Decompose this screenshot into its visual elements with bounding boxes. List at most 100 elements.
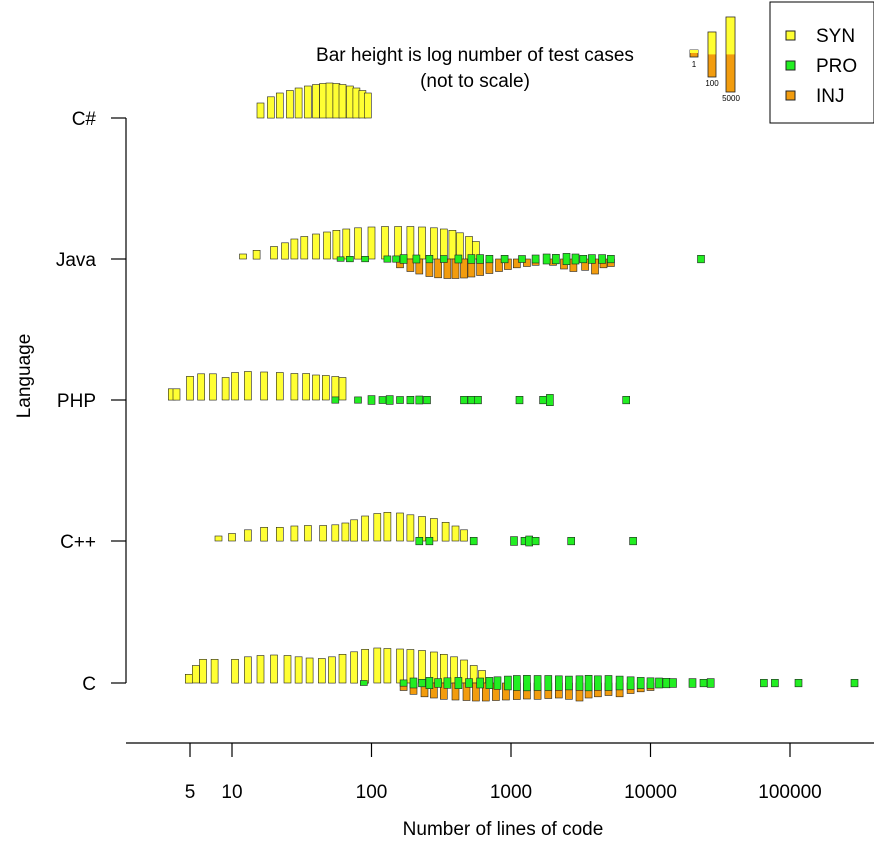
legend-swatch-syn: [785, 30, 796, 41]
bar-syn-15: [338, 377, 347, 401]
bar-inj-7: [472, 682, 480, 702]
bar-pro-13: [539, 395, 547, 405]
bar-pro-7: [567, 536, 576, 546]
bar-syn-2: [186, 375, 194, 401]
x-tick-label-3: 1000: [490, 782, 532, 803]
bar-syn-5: [290, 525, 299, 542]
bar-syn-2: [244, 529, 252, 542]
bar-syn-1: [192, 665, 200, 684]
y-tick-label-4: C#: [72, 109, 97, 130]
y-tick-label-3: Java: [56, 250, 97, 271]
bar-syn-18: [448, 230, 457, 260]
x-tick-label-1: 10: [221, 782, 242, 803]
x-tick-label-5: 100000: [758, 782, 821, 803]
bar-pro-8: [439, 255, 448, 263]
bar-pro-15: [531, 254, 540, 264]
bar-syn-7: [244, 371, 252, 401]
bar-pro-12: [515, 395, 524, 405]
bar-pro-8: [423, 395, 431, 405]
bar-syn-12: [328, 656, 336, 684]
bar-syn-10: [290, 373, 299, 401]
bar-syn-3: [197, 373, 205, 401]
bar-pro-10: [467, 254, 476, 264]
bar-pro-28: [662, 677, 671, 689]
bar-pro-19: [575, 675, 584, 691]
bar-syn-9: [275, 372, 284, 401]
bar-pro-1: [425, 536, 434, 546]
bar-pro-16: [542, 253, 551, 265]
bar-syn-14: [363, 92, 372, 119]
bar-pro-22: [604, 675, 613, 691]
scale-label-100: 100: [705, 79, 719, 88]
bar-pro-27: [655, 677, 663, 689]
legend-swatch-pro: [785, 60, 796, 71]
bar-pro-11: [476, 254, 484, 264]
bar-syn-15: [361, 648, 369, 684]
bar-syn-9: [294, 656, 303, 684]
bar-pro-21: [594, 675, 602, 691]
bar-syn-8: [331, 524, 340, 542]
bar-inj-3: [430, 682, 438, 699]
bar-pro-9: [454, 254, 463, 264]
bar-syn-6: [256, 655, 265, 684]
bar-pro-14: [546, 394, 554, 406]
bar-pro-20: [579, 255, 588, 264]
bar-syn-11: [361, 515, 369, 542]
bar-syn-9: [342, 228, 351, 260]
bar-pro-23: [615, 675, 624, 691]
bar-syn-2: [275, 92, 284, 119]
x-axis-label: Number of lines of code: [403, 819, 604, 840]
bar-pro-29: [669, 678, 677, 688]
bar-pro-7: [454, 677, 463, 690]
bar-pro-1: [346, 255, 354, 263]
series-java-syn: [239, 226, 480, 260]
bar-syn-8: [260, 371, 268, 401]
bar-syn-14: [350, 651, 358, 684]
x-tick-label-2: 100: [356, 782, 388, 803]
bar-pro-26: [646, 677, 655, 689]
bar-syn-8: [283, 655, 292, 684]
bar-pro-13: [500, 255, 509, 264]
bar-pro-12: [485, 255, 494, 264]
bar-syn-17: [439, 228, 448, 260]
bar-pro-2: [469, 536, 478, 546]
bar-syn-19: [451, 525, 460, 542]
bar-syn-0: [256, 102, 265, 119]
series-php-syn: [168, 371, 347, 401]
bar-syn-1: [267, 96, 275, 119]
bar-pro-3: [383, 255, 392, 263]
bar-pro-6: [412, 254, 421, 264]
bar-syn-7: [270, 654, 278, 684]
bar-inj-4: [434, 258, 442, 279]
bar-syn-0: [185, 673, 193, 684]
bar-pro-12: [504, 675, 512, 691]
bar-pro-6: [406, 395, 415, 405]
scale-bar-100-top: [708, 32, 716, 55]
bar-pro-7: [425, 255, 434, 264]
bar-syn-17: [383, 648, 392, 684]
series-cxx-syn: [214, 511, 468, 542]
series-c-syn: [185, 647, 486, 684]
bar-syn-13: [383, 511, 392, 542]
legend-swatch-inj: [785, 90, 796, 101]
bar-syn-1: [172, 388, 181, 401]
bar-pro-1: [354, 396, 362, 404]
bar-syn-14: [331, 376, 340, 401]
bar-syn-16: [373, 647, 382, 684]
series-cxx-pro: [415, 535, 637, 547]
bar-syn-20: [460, 529, 468, 542]
bar-syn-10: [338, 84, 347, 119]
bar-pro-18: [565, 675, 573, 691]
bar-pro-3: [418, 678, 426, 688]
bar-syn-7: [319, 83, 327, 119]
scale-label-1: 1: [692, 60, 697, 69]
bar-pro-10: [467, 395, 476, 405]
bar-syn-12: [312, 374, 320, 401]
legend-label-syn: SYN: [816, 26, 855, 47]
series-cx-syn: [256, 82, 372, 119]
bar-pro-2: [367, 395, 376, 405]
bar-pro-25: [636, 677, 645, 690]
bar-pro-0: [359, 680, 368, 686]
bar-pro-14: [523, 674, 531, 692]
bar-syn-11: [346, 85, 354, 119]
